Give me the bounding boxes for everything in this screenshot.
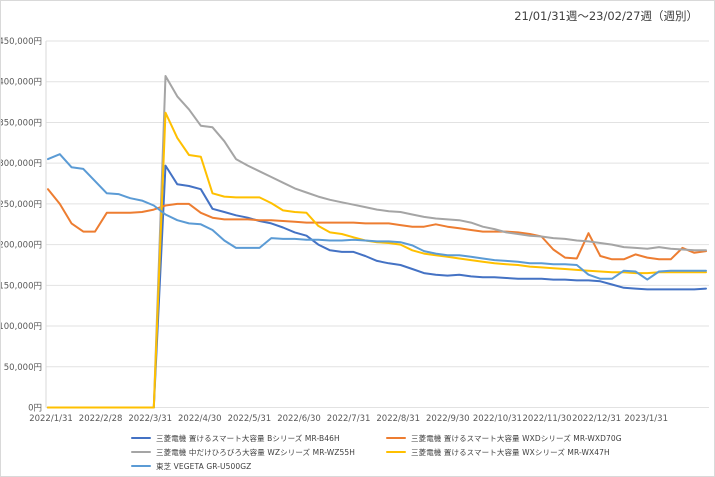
- y-tick-label: 200,000円: [1, 241, 42, 251]
- legend-label: 東芝 VEGETA GR-U500GZ: [156, 461, 252, 471]
- x-tick-label: 2022/9/30: [426, 414, 470, 424]
- x-tick-label: 2022/5/31: [228, 414, 272, 424]
- x-tick-label: 2022/3/31: [128, 414, 172, 424]
- legend-label: 三菱電機 置けるスマート大容量 WXシリーズ MR-WX47H: [411, 447, 610, 457]
- x-tick-label: 2022/8/31: [376, 414, 420, 424]
- legend-line-marker: [386, 436, 406, 440]
- y-tick-label: 350,000円: [1, 118, 42, 128]
- x-axis-labels: 2022/1/31 2022/2/28 2022/3/31 2022/4/30 2022…: [29, 414, 668, 424]
- y-axis-labels: 0円 50,000円 100,000円 150,000円 200,000円 250,000…: [1, 37, 42, 414]
- y-tick-label: 150,000円: [1, 281, 42, 291]
- legend-item-2: 三菱電機 中だけひろびろ大容量 WZシリーズ MR-WZ55H: [131, 446, 355, 458]
- legend-item-4: 東芝 VEGETA GR-U500GZ: [131, 460, 251, 472]
- legend-item-3: 三菱電機 置けるスマート大容量 WXシリーズ MR-WX47H: [386, 446, 610, 458]
- chart-title: 21/01/31週〜23/02/27週（週別）: [514, 9, 698, 23]
- gridlines: [46, 40, 709, 408]
- x-tick-label: 2022/7/31: [327, 414, 371, 424]
- x-tick-label: 2022/1/31: [29, 414, 73, 424]
- series-line-1: [47, 188, 707, 261]
- legend-item-0: 三菱電機 置けるスマート大容量 Bシリーズ MR-B46H: [131, 432, 340, 444]
- y-tick-label: 250,000円: [1, 200, 42, 210]
- x-tick-label: 2022/10/31: [473, 414, 522, 424]
- legend-label: 三菱電機 中だけひろびろ大容量 WZシリーズ MR-WZ55H: [156, 447, 355, 457]
- legend-label: 三菱電機 置けるスマート大容量 Bシリーズ MR-B46H: [156, 433, 340, 443]
- x-tick-label: 2022/11/30: [523, 414, 572, 424]
- x-tick-label: 2023/1/31: [624, 414, 668, 424]
- x-tick-label: 2022/6/30: [277, 414, 321, 424]
- legend-line-marker: [386, 450, 406, 454]
- y-tick-label: 400,000円: [1, 78, 42, 88]
- y-tick-label: 50,000円: [4, 363, 42, 373]
- legend-line-marker: [131, 450, 151, 454]
- y-tick-label: 100,000円: [1, 322, 42, 332]
- chart-legend: 三菱電機 置けるスマート大容量 Bシリーズ MR-B46H 三菱電機 置けるスマー…: [1, 429, 714, 475]
- y-tick-label: 0円: [28, 404, 42, 414]
- x-tick-label: 2022/4/30: [178, 414, 222, 424]
- x-tick-label: 2022/12/31: [572, 414, 621, 424]
- y-tick-label: 300,000円: [1, 159, 42, 169]
- x-tick-label: 2022/2/28: [79, 414, 123, 424]
- y-tick-label: 450,000円: [1, 37, 42, 47]
- legend-item-1: 三菱電機 置けるスマート大容量 WXDシリーズ MR-WXD70G: [386, 432, 622, 444]
- legend-label: 三菱電機 置けるスマート大容量 WXDシリーズ MR-WXD70G: [411, 433, 622, 443]
- legend-line-marker: [131, 464, 151, 468]
- series-line-4: [47, 153, 707, 281]
- legend-line-marker: [131, 436, 151, 440]
